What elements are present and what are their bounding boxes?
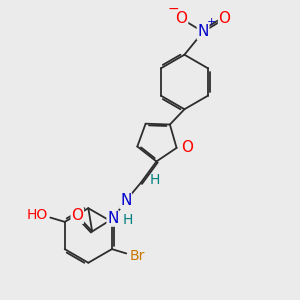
Text: N: N: [197, 24, 209, 39]
Text: O: O: [219, 11, 231, 26]
Text: O: O: [71, 208, 83, 223]
Text: N: N: [107, 211, 118, 226]
Text: HO: HO: [26, 208, 47, 222]
Text: H: H: [123, 213, 133, 227]
Text: O: O: [176, 11, 188, 26]
Text: +: +: [206, 17, 216, 28]
Text: H: H: [150, 173, 160, 187]
Text: N: N: [120, 193, 131, 208]
Text: O: O: [181, 140, 193, 155]
Text: −: −: [168, 2, 179, 16]
Text: Br: Br: [129, 249, 145, 263]
